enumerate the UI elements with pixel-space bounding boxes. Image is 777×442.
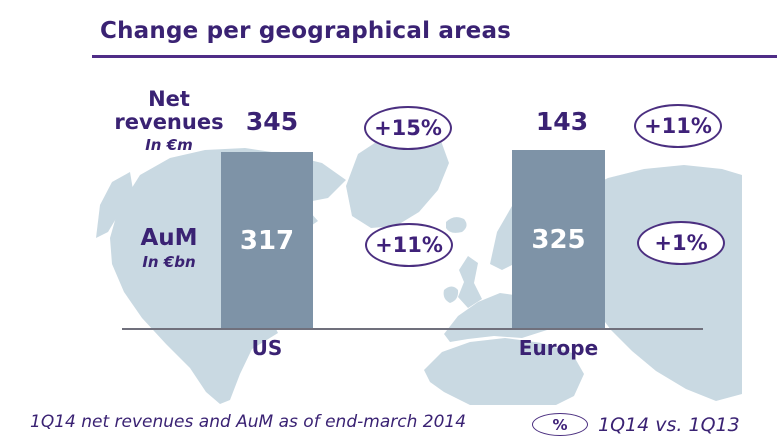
category-label-europe: Europe	[518, 336, 599, 360]
aum-unit: In €bn	[142, 253, 196, 272]
category-label-us: US	[251, 336, 283, 360]
us-aum-bar: 317	[221, 152, 313, 330]
legend-caption: 1Q14 vs. 1Q13	[598, 413, 740, 436]
europe-net-revenues-change-badge: +11%	[634, 104, 722, 148]
europe-aum-change-badge: +1%	[637, 221, 725, 265]
title-underline	[92, 55, 777, 58]
metric-label-aum: AuM In €bn	[95, 225, 243, 272]
page-title: Change per geographical areas	[100, 18, 512, 44]
us-aum-value: 317	[239, 226, 295, 256]
europe-aum-value: 325	[531, 225, 586, 255]
us-aum-change-badge: +11%	[365, 223, 453, 267]
us-net-revenues-value: 345	[245, 107, 299, 136]
europe-net-revenues-value: 143	[535, 107, 589, 136]
metric-label-net-revenues: Net revenues In €m	[95, 87, 243, 155]
legend: % 1Q14 vs. 1Q13	[532, 413, 740, 436]
net-revenues-unit: In €m	[145, 136, 193, 155]
footnote: 1Q14 net revenues and AuM as of end-marc…	[30, 412, 467, 432]
europe-aum-bar: 325	[512, 150, 605, 330]
axis-baseline	[122, 328, 703, 330]
aum-label: AuM	[140, 225, 198, 251]
net-revenues-label: Net revenues	[114, 87, 224, 135]
us-net-revenues-change-badge: +15%	[364, 106, 452, 150]
percent-legend-oval: %	[532, 413, 588, 436]
